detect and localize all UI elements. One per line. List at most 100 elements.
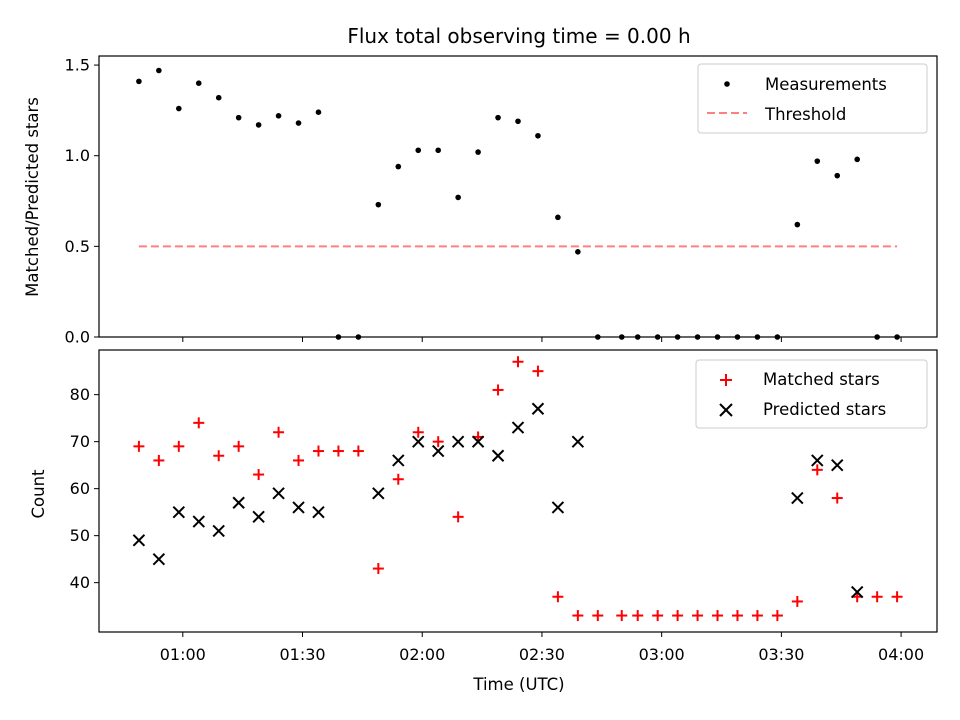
x-tick-label: 01:30 — [279, 645, 325, 664]
ratio-y-axis-label: Matched/Predicted stars — [23, 97, 42, 297]
matched-stars-point — [616, 610, 628, 622]
matched-stars-point — [751, 610, 763, 622]
measurement-point — [295, 120, 302, 126]
matched-stars-point — [233, 440, 245, 452]
x-tick-label: 02:30 — [519, 645, 565, 664]
measurement-point — [674, 334, 681, 340]
legend-matched-marker — [720, 374, 732, 386]
x-tick-label: 03:00 — [639, 645, 685, 664]
measurement-point — [515, 118, 521, 125]
measurement-point — [575, 248, 581, 255]
predicted-stars-point — [172, 505, 186, 519]
ratio-y-tick-label: 0.0 — [65, 328, 90, 347]
matched-stars-point — [452, 511, 464, 523]
x-axis-label: Time (UTC) — [472, 675, 564, 694]
predicted-stars-point — [471, 435, 485, 448]
measurement-point — [136, 78, 142, 85]
predicted-stars-point — [272, 487, 285, 500]
ratio-y-tick-label: 1.0 — [65, 146, 90, 165]
count-y-tick-label: 70 — [70, 432, 90, 451]
matched-stars-point — [193, 417, 205, 429]
matched-stars-point — [153, 454, 165, 466]
ratio-y-tick-label: 0.5 — [65, 237, 90, 256]
measurement-point — [618, 334, 625, 340]
matched-stars-point — [552, 591, 564, 603]
predicted-stars-point — [412, 435, 425, 448]
matched-stars-point — [253, 469, 265, 481]
matched-stars-point — [771, 610, 783, 622]
x-tick-label: 04:00 — [878, 645, 924, 664]
matched-stars-point — [392, 473, 404, 485]
measurement-point — [894, 334, 900, 340]
predicted-stars-point — [811, 454, 824, 467]
matched-stars-point — [412, 426, 424, 438]
measurement-point — [195, 80, 202, 86]
measurement-point — [555, 214, 561, 221]
predicted-stars-point — [511, 421, 525, 434]
matched-stars-point — [173, 440, 185, 452]
predicted-stars-point — [212, 524, 225, 538]
measurement-point — [335, 334, 342, 340]
legend-predicted-label: Predicted stars — [763, 400, 886, 419]
ratio-series — [136, 67, 900, 340]
legend-measurements-label: Measurements — [765, 75, 887, 94]
matched-stars-point — [891, 591, 903, 603]
measurement-point — [435, 147, 441, 154]
measurement-point — [215, 94, 222, 101]
measurement-point — [176, 105, 182, 112]
matched-stars-point — [692, 610, 704, 622]
measurement-point — [475, 149, 481, 155]
measurement-point — [395, 163, 402, 170]
predicted-stars-point — [571, 435, 585, 448]
count-legend: Matched stars Predicted stars — [695, 359, 928, 429]
predicted-stars-point — [372, 487, 385, 500]
matched-stars-point — [672, 610, 684, 622]
predicted-stars-point — [132, 534, 146, 547]
measurement-point — [754, 334, 761, 340]
count-panel: 40 50 60 70 80 01:00 01:30 02:00 02:30 03:00 03:3… — [29, 349, 938, 694]
count-y-axis-label: Count — [29, 469, 48, 519]
measurement-point — [455, 194, 461, 201]
measurement-point — [694, 334, 701, 340]
measurement-point — [156, 67, 162, 74]
count-y-tick-label: 80 — [70, 385, 90, 404]
count-legend-box — [695, 359, 928, 429]
ratio-y-tick-label: 1.5 — [65, 56, 90, 75]
ratio-y-axis: 0.0 0.5 1.0 1.5 — [65, 56, 99, 347]
measurement-point — [774, 334, 781, 340]
legend-threshold-label: Threshold — [764, 105, 846, 124]
matched-stars-point — [532, 365, 544, 377]
count-y-tick-label: 40 — [70, 573, 90, 592]
measurement-point — [734, 334, 741, 340]
predicted-stars-point — [152, 552, 166, 566]
x-tick-label: 02:00 — [399, 645, 445, 664]
ratio-panel: 0.0 0.5 1.0 1.5 Matched/Predicted stars Mea… — [23, 55, 938, 347]
predicted-stars-point — [850, 585, 864, 599]
measurement-point — [275, 113, 282, 119]
predicted-stars-point — [791, 491, 804, 505]
measurement-point — [235, 114, 242, 121]
measurement-point — [535, 132, 541, 139]
measurement-point — [595, 334, 601, 340]
ratio-legend: Measurements Threshold — [697, 63, 928, 134]
matched-stars-point — [492, 384, 504, 396]
matched-stars-point — [312, 445, 324, 457]
predicted-stars-point — [392, 454, 405, 467]
predicted-stars-point — [451, 435, 465, 448]
measurement-point — [874, 334, 880, 340]
measurement-point — [415, 147, 422, 154]
matched-stars-point — [572, 610, 584, 622]
measurement-point — [814, 158, 821, 164]
legend-matched-label: Matched stars — [763, 370, 880, 389]
measurement-point — [375, 201, 382, 208]
count-y-tick-label: 50 — [70, 526, 90, 545]
count-plot-area — [98, 349, 938, 633]
matched-stars-point — [512, 356, 524, 368]
matched-stars-point — [632, 610, 644, 622]
measurement-point — [654, 334, 661, 340]
ratio-legend-box — [697, 63, 928, 134]
predicted-stars-point — [831, 458, 844, 472]
measurement-point — [854, 156, 860, 163]
x-tick-label: 03:30 — [758, 645, 804, 664]
matched-stars-point — [652, 610, 664, 622]
